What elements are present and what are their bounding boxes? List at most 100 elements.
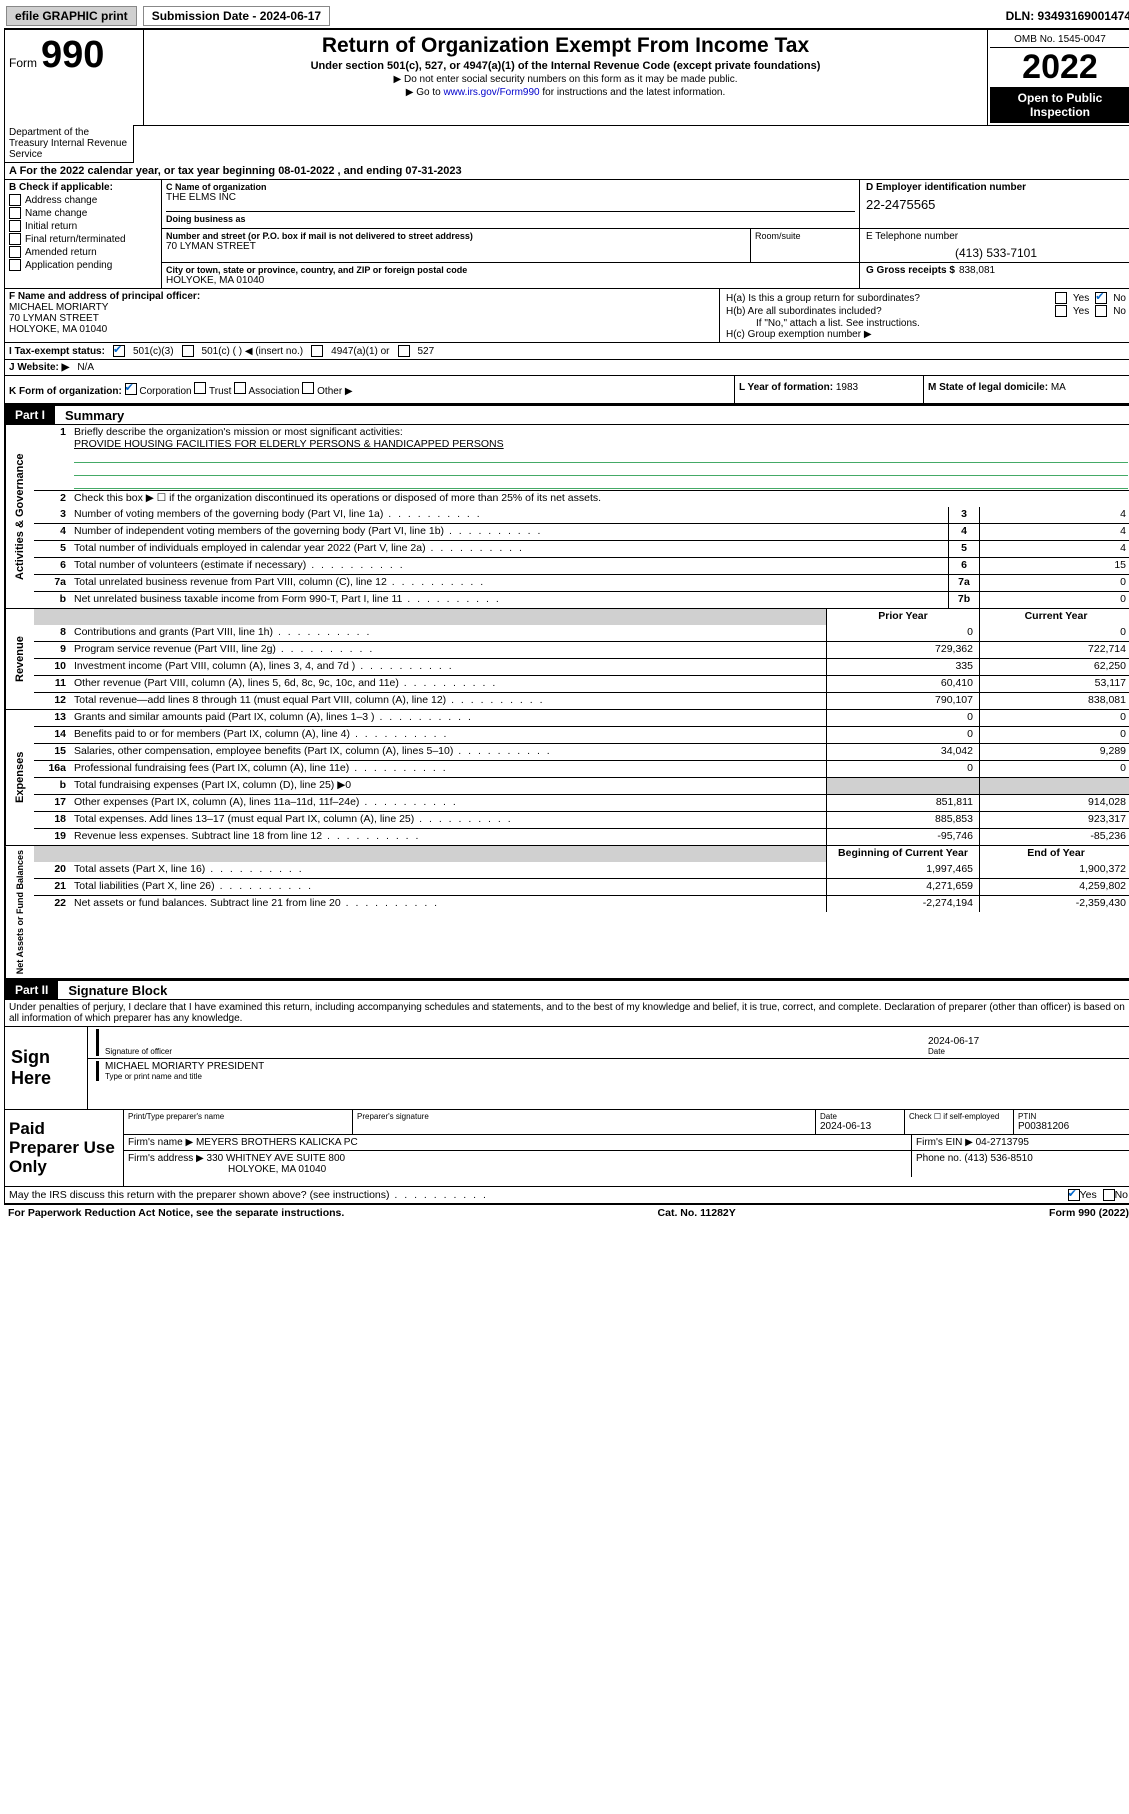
check-other[interactable] — [302, 382, 314, 394]
ptin-value: P00381206 — [1018, 1121, 1128, 1132]
sign-here-label: Sign Here — [5, 1027, 88, 1109]
hb-label: H(b) Are all subordinates included? — [726, 306, 882, 317]
summary-line: 8Contributions and grants (Part VIII, li… — [34, 625, 1129, 641]
hb-no[interactable] — [1095, 305, 1107, 317]
activities-governance-section: Activities & Governance 1 Briefly descri… — [4, 425, 1129, 609]
state-domicile: MA — [1051, 382, 1066, 393]
ha-yes[interactable] — [1055, 292, 1067, 304]
tax-year: 2022 — [990, 48, 1129, 87]
form-subtitle: Under section 501(c), 527, or 4947(a)(1)… — [152, 60, 979, 72]
klm-row: K Form of organization: Corporation Trus… — [4, 376, 1129, 404]
part-2-header: Part II Signature Block — [4, 979, 1129, 1000]
may-irs-yes[interactable] — [1068, 1189, 1080, 1201]
ein-label: D Employer identification number — [866, 182, 1126, 193]
summary-line: 14Benefits paid to or for members (Part … — [34, 726, 1129, 743]
officer-label: F Name and address of principal officer: — [9, 291, 715, 302]
summary-line: 3Number of voting members of the governi… — [34, 507, 1129, 523]
summary-line: 9Program service revenue (Part VIII, lin… — [34, 641, 1129, 658]
net-assets-section: Net Assets or Fund Balances Beginning of… — [4, 846, 1129, 979]
city-value: HOLYOKE, MA 01040 — [166, 275, 855, 286]
summary-line: 11Other revenue (Part VIII, column (A), … — [34, 675, 1129, 692]
year-formation: 1983 — [836, 382, 858, 393]
website-value: N/A — [77, 362, 94, 373]
check-501c[interactable] — [182, 345, 194, 357]
website-row: J Website: ▶ N/A — [4, 360, 1129, 376]
summary-line: 6Total number of volunteers (estimate if… — [34, 557, 1129, 574]
summary-line: 18Total expenses. Add lines 13–17 (must … — [34, 811, 1129, 828]
form-note-1: ▶ Do not enter social security numbers o… — [152, 74, 979, 85]
irs-link[interactable]: www.irs.gov/Form990 — [443, 87, 539, 98]
officer-name: MICHAEL MORIARTY — [9, 302, 715, 313]
summary-line: 7aTotal unrelated business revenue from … — [34, 574, 1129, 591]
ha-no[interactable] — [1095, 292, 1107, 304]
summary-line: 17Other expenses (Part IX, column (A), l… — [34, 794, 1129, 811]
open-to-public-badge: Open to Public Inspection — [990, 87, 1129, 123]
line-2-desc: Check this box ▶ ☐ if the organization d… — [70, 491, 1129, 507]
check-address-change[interactable] — [9, 194, 21, 206]
officer-name-title: MICHAEL MORIARTY PRESIDENT — [105, 1061, 1128, 1072]
summary-line: 5Total number of individuals employed in… — [34, 540, 1129, 557]
room-suite-label: Room/suite — [750, 229, 859, 262]
firm-ein: 04-2713795 — [976, 1137, 1029, 1148]
self-employed-check[interactable]: Check ☐ if self-employed — [909, 1112, 1009, 1121]
column-b-checks: B Check if applicable: Address change Na… — [5, 180, 162, 288]
form-note-2: ▶ Go to www.irs.gov/Form990 for instruct… — [152, 87, 979, 98]
summary-line: 20Total assets (Part X, line 16)1,997,46… — [34, 862, 1129, 878]
col-end-year: End of Year — [979, 846, 1129, 862]
form-title: Return of Organization Exempt From Incom… — [152, 34, 979, 58]
org-name: THE ELMS INC — [166, 192, 855, 203]
form-ref: Form 990 (2022) — [1049, 1207, 1129, 1219]
col-current-year: Current Year — [979, 609, 1129, 625]
ein-value: 22-2475565 — [866, 197, 1126, 212]
may-irs-no[interactable] — [1103, 1189, 1115, 1201]
part-1-header: Part I Summary — [4, 404, 1129, 425]
efile-print-button[interactable]: efile GRAPHIC print — [6, 6, 137, 26]
check-name-change[interactable] — [9, 207, 21, 219]
org-name-label: C Name of organization — [166, 182, 855, 192]
form-label: Form — [9, 56, 37, 70]
check-initial-return[interactable] — [9, 220, 21, 232]
firm-address-1: 330 WHITNEY AVE SUITE 800 — [207, 1153, 346, 1164]
check-amended-return[interactable] — [9, 246, 21, 258]
summary-line: 4Number of independent voting members of… — [34, 523, 1129, 540]
mission-text: PROVIDE HOUSING FACILITIES FOR ELDERLY P… — [74, 438, 504, 450]
firm-address-2: HOLYOKE, MA 01040 — [128, 1164, 326, 1175]
gross-receipts-label: G Gross receipts $ — [866, 265, 955, 276]
cat-no: Cat. No. 11282Y — [658, 1207, 736, 1219]
officer-street: 70 LYMAN STREET — [9, 313, 715, 324]
paid-preparer-label: Paid Preparer Use Only — [5, 1110, 124, 1186]
tax-exempt-row: I Tax-exempt status: 501(c)(3) 501(c) ( … — [4, 343, 1129, 360]
firm-phone: (413) 536-8510 — [964, 1153, 1032, 1164]
col-begin-year: Beginning of Current Year — [826, 846, 979, 862]
summary-line: 12Total revenue—add lines 8 through 11 (… — [34, 692, 1129, 709]
sign-here-block: Sign Here Signature of officer 2024-06-1… — [4, 1027, 1129, 1110]
hc-label: H(c) Group exemption number ▶ — [726, 329, 1126, 340]
dln-label: DLN: 93493169001474 — [1006, 9, 1129, 23]
check-4947a1[interactable] — [311, 345, 323, 357]
mission-label: Briefly describe the organization's miss… — [74, 426, 403, 438]
check-trust[interactable] — [194, 382, 206, 394]
form-number: 990 — [41, 34, 104, 77]
top-bar: efile GRAPHIC print Submission Date - 20… — [4, 4, 1129, 30]
dept-treasury: Department of the Treasury Internal Reve… — [4, 125, 134, 163]
summary-line: 22Net assets or fund balances. Subtract … — [34, 895, 1129, 912]
paperwork-notice: For Paperwork Reduction Act Notice, see … — [8, 1207, 344, 1219]
summary-line: 13Grants and similar amounts paid (Part … — [34, 710, 1129, 726]
street-value: 70 LYMAN STREET — [166, 241, 746, 252]
street-label: Number and street (or P.O. box if mail i… — [166, 231, 746, 241]
side-label-revenue: Revenue — [5, 609, 34, 709]
summary-line: 19Revenue less expenses. Subtract line 1… — [34, 828, 1129, 845]
check-corporation[interactable] — [125, 383, 137, 395]
check-final-return[interactable] — [9, 233, 21, 245]
preparer-date: 2024-06-13 — [820, 1121, 900, 1132]
ha-label: H(a) Is this a group return for subordin… — [726, 293, 920, 304]
officer-group-row: F Name and address of principal officer:… — [4, 289, 1129, 343]
check-application-pending[interactable] — [9, 259, 21, 271]
check-association[interactable] — [234, 382, 246, 394]
summary-line: bTotal fundraising expenses (Part IX, co… — [34, 777, 1129, 794]
firm-name: MEYERS BROTHERS KALICKA PC — [196, 1137, 358, 1148]
check-501c3[interactable] — [113, 345, 125, 357]
hb-yes[interactable] — [1055, 305, 1067, 317]
check-527[interactable] — [398, 345, 410, 357]
identity-grid: B Check if applicable: Address change Na… — [4, 180, 1129, 289]
